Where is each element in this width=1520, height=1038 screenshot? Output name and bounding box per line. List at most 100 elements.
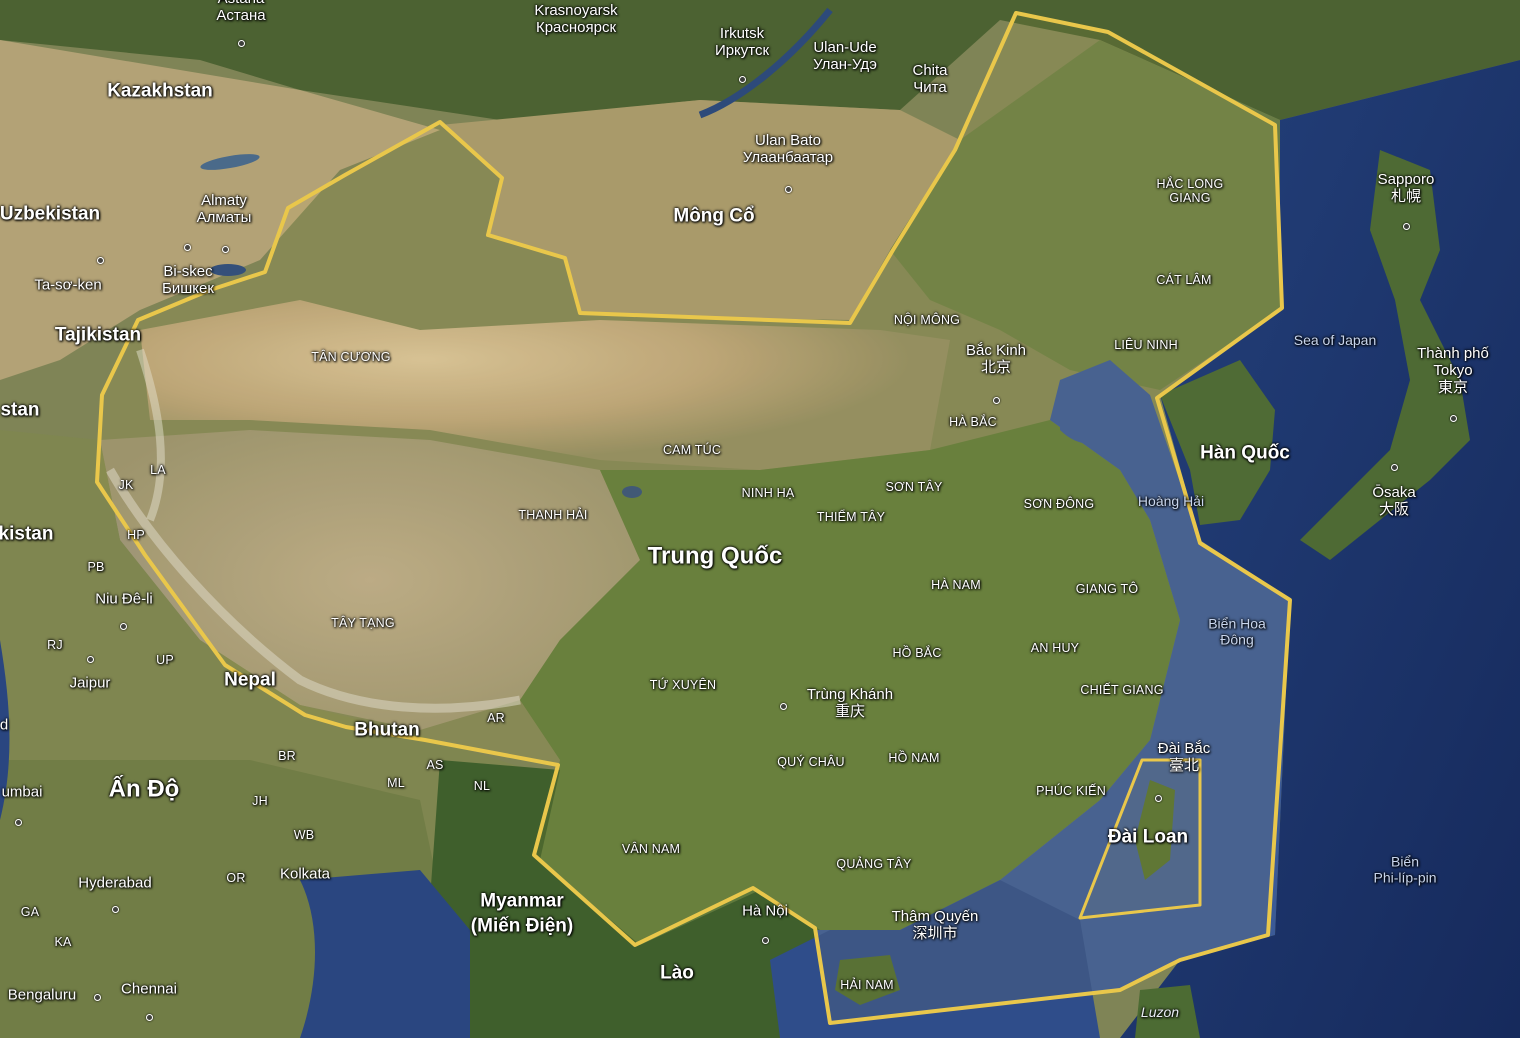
province-thanh-hai: Thanh Hải xyxy=(518,508,588,522)
province-giang-to: Giang Tô xyxy=(1075,582,1139,596)
hainan-island xyxy=(835,955,900,1005)
bay-of-bengal xyxy=(300,870,470,1038)
city-dai-bac[interactable]: Đài Bắc 臺北 xyxy=(1157,740,1211,774)
city-krasnoyarsk[interactable]: Krasnoyarsk Красноярск xyxy=(534,2,618,36)
province-chiet-giang: Chiết Giang xyxy=(1080,683,1164,697)
bien-phi-lip-pin-label: Biển Phi-líp-pin xyxy=(1373,853,1437,885)
province-lieu-ninh: Liêu Ninh xyxy=(1114,338,1178,352)
hoang-hai-label: Hoàng Hải xyxy=(1137,493,1205,510)
province-hac-long-giang: Hắc Long Giang xyxy=(1156,177,1224,205)
city-dot-osaka xyxy=(1390,463,1398,471)
province-cat-lam: Cát Lâm xyxy=(1156,273,1212,287)
city-dot-tokyo xyxy=(1449,414,1457,422)
province-tu-xuyen: Tứ Xuyên xyxy=(649,678,717,692)
city-dot-trung-khanh xyxy=(779,702,787,710)
city-dot-ulan-bato xyxy=(784,185,792,193)
state-ml: ML xyxy=(387,776,405,790)
province-quy-chau: Quý Châu xyxy=(777,755,845,769)
label-bhutan: Bhutan xyxy=(354,719,420,741)
city-tashkent[interactable]: Ta-sơ-ken xyxy=(34,276,102,294)
province-tan-cuong: Tân Cương xyxy=(311,350,391,364)
city-chennai[interactable]: Chennai xyxy=(121,980,177,998)
province-son-dong: Sơn Đông xyxy=(1023,497,1095,511)
desert xyxy=(140,300,950,470)
city-tham-quyen[interactable]: Thâm Quyến 深圳市 xyxy=(891,908,979,942)
place-luzon: Luzon xyxy=(1140,1004,1180,1021)
city-dot-dai-bac xyxy=(1154,794,1162,802)
lake-issyk-kul xyxy=(210,264,246,276)
state-nl: NL xyxy=(473,779,491,793)
city-jaipur[interactable]: Jaipur xyxy=(69,674,111,692)
city-dot-irkutsk xyxy=(738,75,746,83)
city-dot-almaty xyxy=(221,245,229,253)
label-nepal: Nepal xyxy=(224,669,276,691)
luzon-island xyxy=(1135,985,1200,1038)
city-osaka[interactable]: Ōsaka 大阪 xyxy=(1372,484,1416,518)
state-la: LA xyxy=(150,463,166,477)
city-mumbai[interactable]: umbai xyxy=(1,783,43,801)
state-as: AS xyxy=(426,758,444,772)
mongolia-steppe xyxy=(440,100,960,320)
east-china-green xyxy=(520,420,1180,945)
city-ha-noi[interactable]: Hà Nội xyxy=(742,902,788,920)
lake-baikal xyxy=(698,7,833,119)
china-claim-boundary xyxy=(95,11,1292,1025)
city-ulan-bato[interactable]: Ulan Bato Улаанбаатар xyxy=(742,132,834,166)
north-forest xyxy=(0,0,1520,120)
city-dot-astana xyxy=(237,39,245,47)
manchuria xyxy=(890,40,1280,390)
city-bishkek[interactable]: Bi-skec Бишкек xyxy=(162,263,214,297)
japan xyxy=(1300,150,1470,560)
city-dot-niu-de-li xyxy=(119,622,127,630)
himalaya-snow xyxy=(106,467,521,713)
city-dot-chennai xyxy=(145,1013,153,1021)
province-thiem-tay: Thiểm Tây xyxy=(816,510,886,524)
southeast-asia xyxy=(420,760,830,1038)
city-dot-jaipur xyxy=(86,655,94,663)
city-ulan-ude[interactable]: Ulan-Ude Улан-Удэ xyxy=(813,39,877,73)
city-tokyo[interactable]: Thành phố Tokyo 東京 xyxy=(1417,344,1489,396)
label-lao: Lào xyxy=(660,962,694,984)
province-ho-bac: Hồ Bắc xyxy=(892,646,942,660)
province-noi-mong: Nội Mông xyxy=(893,313,961,327)
state-ga: GA xyxy=(20,905,40,919)
city-dot-bengaluru xyxy=(93,993,101,1001)
city-niu-de-li[interactable]: Niu Đê-li xyxy=(95,590,153,608)
province-quang-tay: Quảng Tây xyxy=(836,857,912,871)
label-mien-dien: (Miến Điện) xyxy=(470,915,574,937)
state-br: BR xyxy=(278,749,296,763)
province-ho-nam: Hồ Nam xyxy=(888,751,940,765)
province-tay-tang: Tây Tạng xyxy=(331,616,395,630)
city-sapporo[interactable]: Sapporo 札幌 xyxy=(1377,171,1435,205)
taiwan-island xyxy=(1135,780,1175,880)
city-dot-bac-kinh xyxy=(992,396,1000,404)
label-dai-loan: Đài Loan xyxy=(1107,826,1189,848)
state-pb: PB xyxy=(87,560,105,574)
city-dot-hyderabad xyxy=(111,905,119,913)
bohai xyxy=(1060,376,1122,444)
city-hyderabad[interactable]: Hyderabad xyxy=(78,874,152,892)
city-bac-kinh[interactable]: Bắc Kinh 北京 xyxy=(965,342,1027,376)
province-ha-nam: Hà Nam xyxy=(931,578,981,592)
city-almaty[interactable]: Almaty Алматы xyxy=(196,192,252,226)
steppe xyxy=(0,40,440,380)
city-bengaluru[interactable]: Bengaluru xyxy=(7,986,77,1004)
state-rj: RJ xyxy=(47,638,63,652)
state-ka: KA xyxy=(54,935,72,949)
label-kistan: kistan xyxy=(0,523,54,545)
province-an-huy: An Huy xyxy=(1030,641,1080,655)
city-irkutsk[interactable]: Irkutsk Иркутск xyxy=(714,25,770,59)
city-astana[interactable]: AstanaАстана xyxy=(216,0,266,24)
province-hai-nam: Hải Nam xyxy=(840,978,894,992)
state-hp: HP xyxy=(127,528,145,542)
state-jk: JK xyxy=(118,478,134,492)
lake-balkhash xyxy=(200,154,260,170)
city-chita[interactable]: Chita Чита xyxy=(912,62,948,96)
bien-hoa-dong-label: Biển Hoa Đông xyxy=(1208,615,1266,647)
state-jh: JH xyxy=(252,794,268,808)
city-trung-khanh[interactable]: Trùng Khánh 重庆 xyxy=(806,686,894,720)
label-mong-co: Mông Cổ xyxy=(673,205,755,227)
province-son-tay: Sơn Tây xyxy=(885,480,943,494)
city-kolkata[interactable]: Kolkata xyxy=(279,865,331,883)
